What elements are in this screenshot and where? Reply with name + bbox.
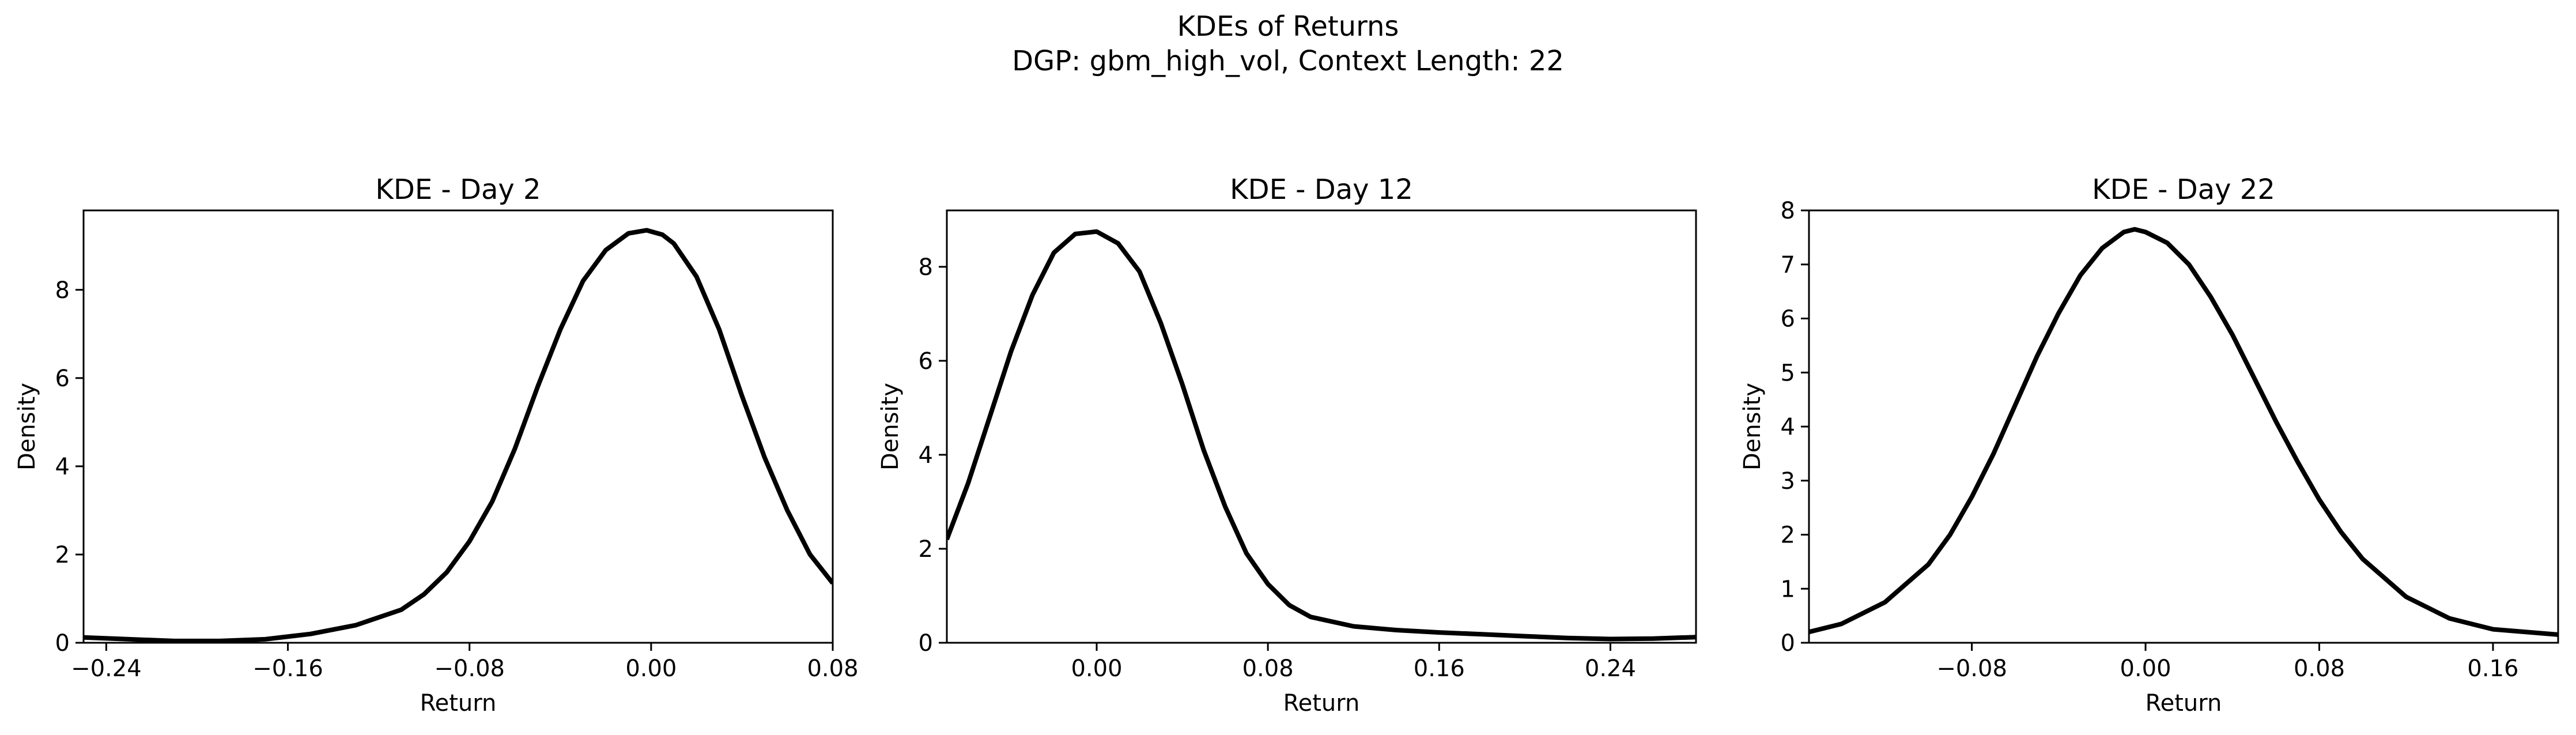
x-tick-label: 0.00 xyxy=(625,655,677,682)
x-tick-label: −0.24 xyxy=(71,655,142,682)
chart-panel-3: KDE - Day 22 −0.08 0.00 0.08 0.16 0 1 2 3 4 5 6 7 8 Re… xyxy=(1739,174,2559,717)
x-tick-label: 0.08 xyxy=(807,655,858,682)
y-tick-label: 2 xyxy=(55,542,70,568)
x-axis-label: Return xyxy=(1283,690,1360,717)
y-tick-label: 1 xyxy=(1781,576,1795,602)
y-tick-label: 4 xyxy=(1781,414,1795,440)
kde-line xyxy=(84,228,833,643)
y-tick-label: 2 xyxy=(1781,522,1795,549)
chart-panel-1: KDE - Day 2 −0.24 −0.16 −0.08 0.00 0.08 0 2 4 6 8 R… xyxy=(14,174,859,717)
y-tick-label: 0 xyxy=(1781,630,1795,657)
y-tick-label: 6 xyxy=(1781,306,1795,333)
y-tick-label: 4 xyxy=(919,442,933,469)
x-tick-label: 0.16 xyxy=(1414,655,1465,682)
x-tick-label: 0.08 xyxy=(1242,655,1294,682)
panel-title: KDE - Day 2 xyxy=(375,174,541,206)
y-tick-label: 6 xyxy=(55,365,70,392)
x-tick-label: −0.08 xyxy=(1936,655,2007,682)
plot-frame xyxy=(946,209,1697,644)
x-tick-label: 0.00 xyxy=(1071,655,1122,682)
x-tick-label: 0.24 xyxy=(1585,655,1636,682)
y-axis-label: Density xyxy=(877,383,904,470)
x-tick-label: 0.08 xyxy=(2294,655,2345,682)
kde-line xyxy=(947,229,1696,642)
kde-line xyxy=(1809,227,2558,637)
y-tick-label: 8 xyxy=(919,254,933,281)
x-tick-label: 0.16 xyxy=(2467,655,2518,682)
panel-title: KDE - Day 12 xyxy=(1230,174,1413,206)
panels: KDE - Day 2 −0.24 −0.16 −0.08 0.00 0.08 0 2 4 6 8 R… xyxy=(14,174,2559,717)
x-axis-label: Return xyxy=(2146,690,2222,717)
y-tick-label: 8 xyxy=(55,277,70,304)
figure-title: KDEs of Returns xyxy=(1177,10,1399,43)
y-tick-label: 5 xyxy=(1781,360,1795,386)
y-tick-label: 8 xyxy=(1781,198,1795,224)
y-tick-label: 0 xyxy=(919,630,933,657)
y-tick-label: 4 xyxy=(55,454,70,480)
y-tick-label: 2 xyxy=(919,536,933,563)
x-axis-label: Return xyxy=(420,690,497,717)
y-tick-label: 3 xyxy=(1781,468,1795,495)
y-tick-label: 7 xyxy=(1781,252,1795,278)
y-axis-label: Density xyxy=(14,383,40,470)
x-tick-label: −0.16 xyxy=(252,655,323,682)
panel-title: KDE - Day 22 xyxy=(2092,174,2275,206)
x-tick-label: −0.08 xyxy=(434,655,505,682)
x-tick-label: 0.00 xyxy=(2120,655,2171,682)
y-axis-label: Density xyxy=(1739,383,1766,470)
y-tick-label: 6 xyxy=(919,348,933,375)
y-tick-label: 0 xyxy=(55,630,70,657)
plot-frame xyxy=(82,209,834,644)
figure-subtitle: DGP: gbm_high_vol, Context Length: 22 xyxy=(1012,45,1564,77)
chart-panel-2: KDE - Day 12 0.00 0.08 0.16 0.24 0 2 4 6 8 Return D… xyxy=(877,174,1697,717)
